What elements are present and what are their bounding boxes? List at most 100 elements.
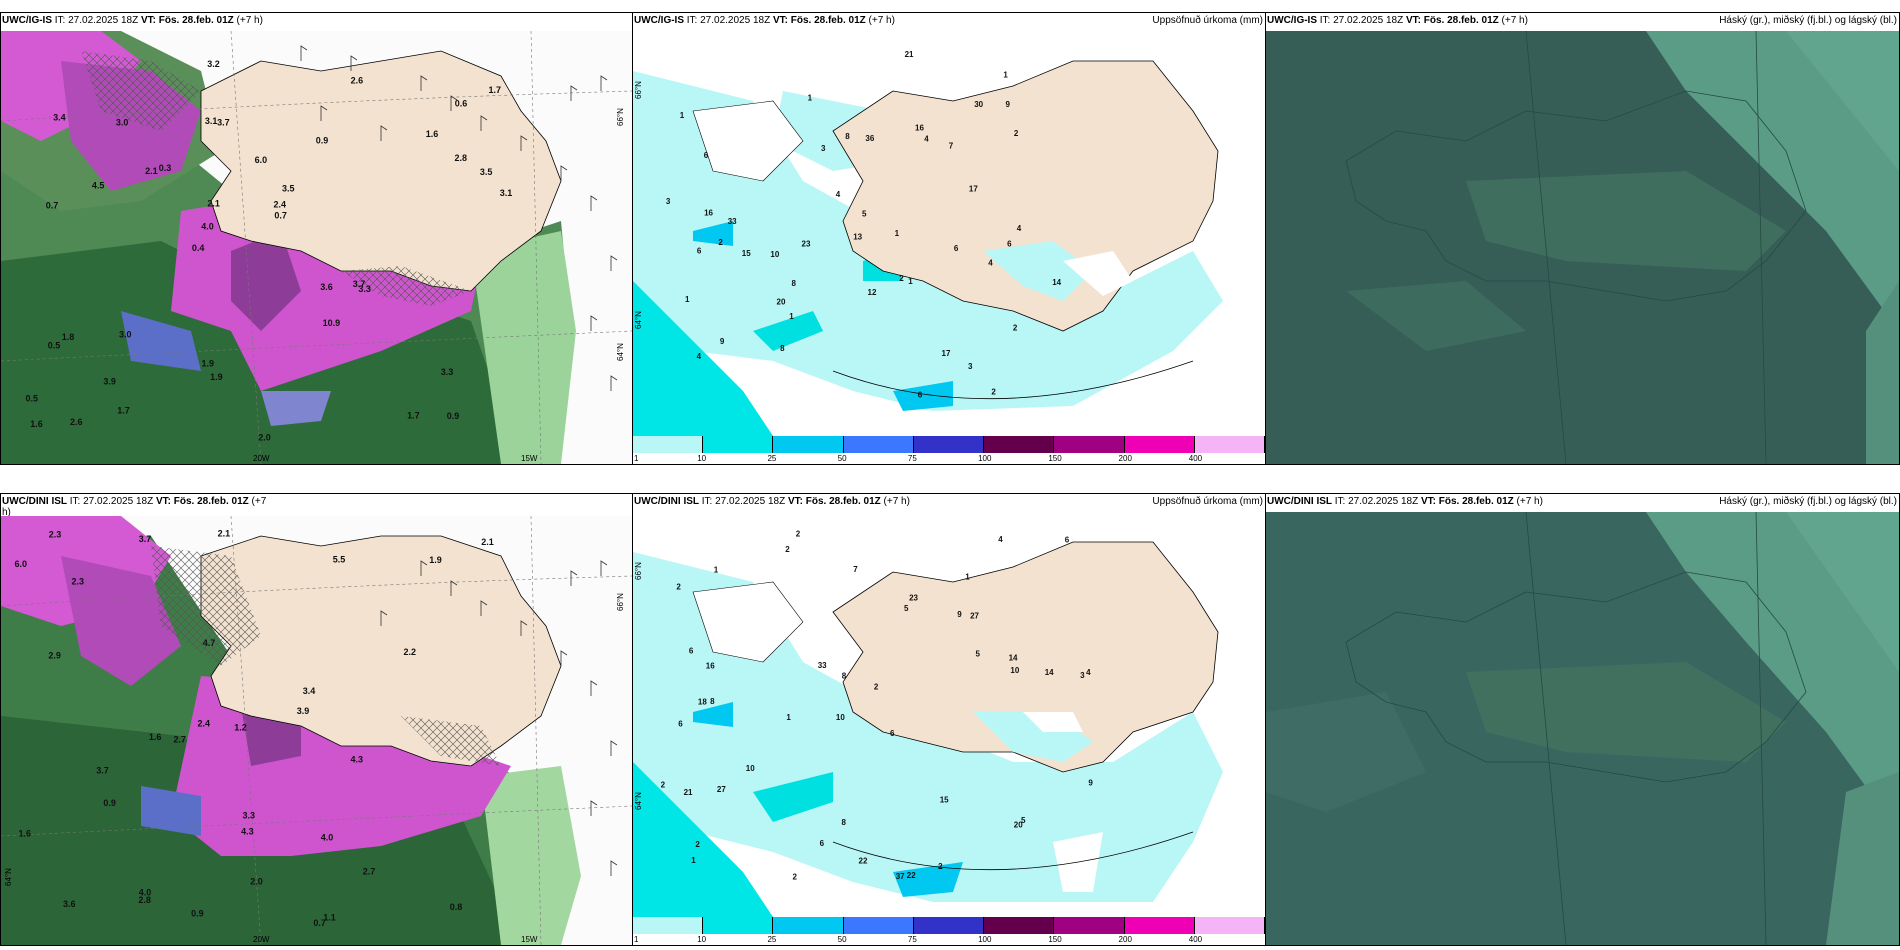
map-value-label: 9 — [957, 610, 962, 619]
map-value-label: 2 — [676, 583, 681, 592]
map-value-label: 7 — [949, 142, 954, 151]
map-value-label: 3.7 — [96, 765, 109, 775]
map-value-label: 8 — [845, 132, 850, 141]
map-value-label: 33 — [728, 217, 737, 226]
colorbar-swatch — [633, 917, 704, 934]
map-value-label: 5 — [1021, 816, 1026, 825]
map-value-label: 4.3 — [351, 755, 364, 765]
map-value-label: 3.3 — [358, 284, 371, 294]
map-value-label: 8 — [792, 279, 797, 288]
colorbar-swatch — [843, 917, 914, 934]
colorbar-swatch — [773, 917, 844, 934]
map-value-label: 6.0 — [255, 155, 268, 165]
map-value-label: 9 — [1088, 779, 1093, 788]
map-value-label: 1 — [786, 713, 791, 722]
map-value-label: 2.3 — [49, 530, 62, 540]
colorbar-tick-label: 50 — [837, 454, 847, 463]
lat-label: 66°N — [616, 593, 625, 611]
map-value-label: 6 — [1065, 536, 1070, 545]
map-value-label: 8 — [780, 344, 785, 353]
map-value-label: 2.4 — [198, 719, 211, 729]
map-value-label: 2 — [1014, 129, 1019, 138]
colorbar-tick-label: 75 — [907, 935, 917, 944]
panel-bot-left-wind-temperature-map: UWC/DINI ISL IT: 27.02.2025 18Z VT: Fös.… — [0, 493, 633, 946]
map-value-label: 20 — [777, 298, 786, 307]
map-value-label: 6 — [918, 391, 923, 400]
map-value-label: 2.2 — [404, 647, 417, 657]
map-value-label: 3 — [968, 362, 973, 371]
colorbar-tick-label: 1 — [634, 454, 639, 463]
map-value-label: 5 — [862, 210, 867, 219]
map-value-label: 17 — [942, 349, 951, 358]
map-value-label: 3.3 — [441, 367, 454, 377]
map-value-label: 10.9 — [323, 318, 341, 328]
map-value-label: 3 — [821, 144, 826, 153]
temperature-wind-map: 66°N 64°N 20W 15W 0.9 0.7 0.6 0.4 0.9 2.6 3.1 6… — [1, 31, 632, 464]
map-value-label: 10 — [836, 713, 845, 722]
cloud-cover-map — [1266, 31, 1899, 464]
map-value-label: 5 — [976, 650, 981, 659]
map-value-label: 1.7 — [117, 406, 130, 416]
map-value-label: 2 — [718, 238, 723, 247]
map-value-label: 3.5 — [282, 184, 295, 194]
map-value-label: 16 — [706, 662, 715, 671]
map-value-label: 21 — [684, 788, 693, 797]
map-value-label: 5.5 — [333, 554, 346, 564]
colorbar-tick-label: 50 — [837, 935, 847, 944]
map-value-label: 3.5 — [480, 167, 493, 177]
map-value-label: 1 — [808, 94, 813, 103]
panel-title: UWC/IG-IS IT: 27.02.2025 18Z VT: Fös. 28… — [2, 15, 263, 26]
colorbar-tick-label: 200 — [1118, 935, 1132, 944]
colorbar-swatch — [1194, 436, 1265, 453]
map-value-label: 0.3 — [159, 163, 172, 173]
map-value-label: 1.9 — [429, 555, 442, 565]
colorbar-swatch — [984, 436, 1055, 453]
map-value-label: 1.7 — [407, 410, 420, 420]
map-value-label: 1.9 — [202, 358, 215, 368]
map-value-label: 6 — [704, 151, 709, 160]
colorbar-swatch — [843, 436, 914, 453]
colorbar-swatch — [984, 917, 1055, 934]
lon-label: 20W — [253, 454, 270, 463]
map-value-label: 1.6 — [149, 732, 162, 742]
map-value-label: 1 — [680, 111, 685, 120]
map-value-label: 0.9 — [103, 798, 116, 808]
map-value-label: 2.1 — [207, 199, 220, 209]
map-value-label: 3.6 — [63, 899, 76, 909]
map-value-label: 22 — [859, 857, 868, 866]
map-value-label: 37 — [896, 872, 905, 881]
map-value-label: 0.7 — [274, 211, 287, 221]
map-value-label: 1.6 — [19, 829, 32, 839]
map-value-label: 0.8 — [450, 902, 463, 912]
panel-title: UWC/DINI ISL IT: 27.02.2025 18Z VT: Fös.… — [634, 496, 910, 507]
map-value-label: 15 — [940, 796, 949, 805]
map-value-label: 1.1 — [323, 912, 336, 922]
map-value-label: 2.1 — [481, 537, 494, 547]
map-value-label: 2 — [793, 873, 798, 882]
lat-label: 66°N — [634, 81, 643, 99]
map-value-label: 1.6 — [426, 129, 439, 139]
map-value-label: 10 — [746, 764, 755, 773]
panel-title: UWC/IG-IS IT: 27.02.2025 18Z VT: Fös. 28… — [634, 15, 895, 26]
colorbar-tick-label: 100 — [978, 454, 992, 463]
map-value-label: 3.0 — [119, 330, 132, 340]
map-value-label: 1.7 — [489, 85, 502, 95]
map-value-label: 0.9 — [316, 135, 329, 145]
map-value-label: 1 — [895, 229, 900, 238]
map-value-label: 20 — [1014, 821, 1023, 830]
map-value-label: 10 — [1010, 666, 1019, 675]
map-value-label: 2 — [991, 388, 996, 397]
map-value-label: 2.6 — [351, 76, 364, 86]
map-value-label: 3.7 — [353, 279, 366, 289]
cloud-cover-map — [1266, 512, 1899, 945]
colorbar-swatch — [1054, 436, 1125, 453]
map-value-label: 10 — [770, 250, 779, 259]
panel-right-label: Háský (gr.), miðský (fj.bl.) og lágský (… — [1719, 496, 1897, 507]
map-value-label: 6 — [820, 839, 825, 848]
lat-label: 66°N — [616, 108, 625, 126]
colorbar-tick-label: 25 — [767, 454, 777, 463]
map-value-label: 3 — [1080, 671, 1085, 680]
map-value-label: 13 — [853, 233, 862, 242]
colorbar-swatch — [1194, 917, 1265, 934]
